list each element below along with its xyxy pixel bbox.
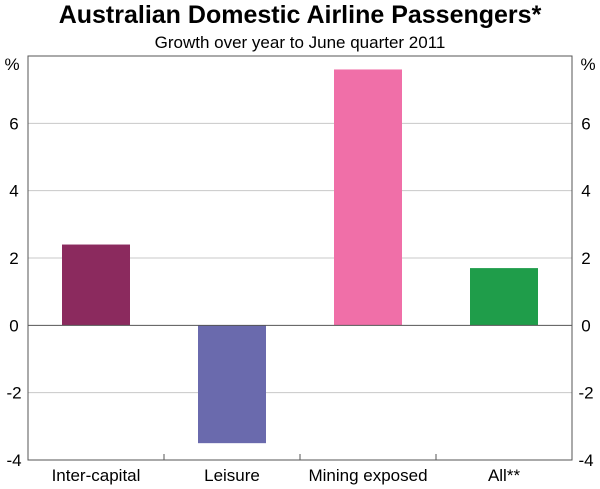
unit-label-right: % bbox=[580, 55, 595, 74]
y-tick-label-left: 6 bbox=[9, 114, 18, 133]
bar bbox=[470, 268, 538, 326]
bar bbox=[62, 244, 130, 326]
y-tick-label-left: 0 bbox=[9, 316, 18, 335]
y-tick-label-left: 2 bbox=[9, 249, 18, 268]
chart-title: Australian Domestic Airline Passengers* bbox=[59, 1, 542, 29]
unit-label-left: % bbox=[4, 55, 19, 74]
chart-subtitle: Growth over year to June quarter 2011 bbox=[155, 33, 446, 52]
category-label: All** bbox=[488, 466, 521, 485]
y-tick-label-left: 4 bbox=[9, 182, 18, 201]
y-tick-label-right: 2 bbox=[581, 249, 590, 268]
y-tick-label-right: 4 bbox=[581, 182, 590, 201]
y-tick-label-right: -4 bbox=[578, 451, 593, 470]
y-ticks-right: -4 -2 0 2 4 6 bbox=[578, 114, 593, 470]
category-label: Inter-capital bbox=[52, 466, 141, 485]
y-tick-label-left: -4 bbox=[6, 451, 21, 470]
bar bbox=[198, 325, 266, 444]
y-tick-label-left: -2 bbox=[6, 384, 21, 403]
bar bbox=[334, 69, 402, 326]
y-ticks-left: -4 -2 0 2 4 6 bbox=[6, 114, 21, 470]
y-tick-label-right: 6 bbox=[581, 114, 590, 133]
category-label: Mining exposed bbox=[308, 466, 427, 485]
bars bbox=[62, 69, 538, 444]
y-tick-label-right: -2 bbox=[578, 384, 593, 403]
category-label: Leisure bbox=[204, 466, 260, 485]
y-tick-label-right: 0 bbox=[581, 316, 590, 335]
category-labels: Inter-capital Leisure Mining exposed All** bbox=[52, 454, 521, 485]
